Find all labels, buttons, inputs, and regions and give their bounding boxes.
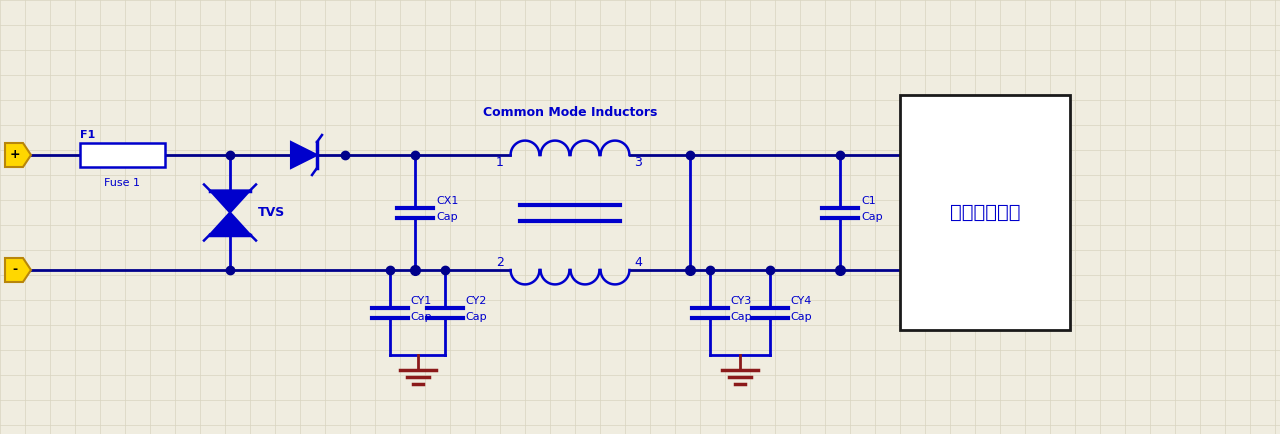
Polygon shape (210, 213, 250, 234)
Text: Cap: Cap (436, 211, 458, 221)
Text: 受保护的电路: 受保护的电路 (950, 203, 1020, 222)
Text: CY2: CY2 (465, 296, 486, 306)
Text: +: + (10, 148, 20, 161)
Text: CY4: CY4 (790, 296, 812, 306)
Polygon shape (5, 143, 31, 167)
Text: CY1: CY1 (410, 296, 431, 306)
Polygon shape (210, 191, 250, 213)
Text: 2: 2 (497, 256, 504, 269)
Text: 4: 4 (634, 256, 641, 269)
Text: Cap: Cap (465, 312, 486, 322)
Text: CX1: CX1 (436, 195, 458, 206)
Text: Common Mode Inductors: Common Mode Inductors (483, 106, 657, 119)
Text: F1: F1 (79, 130, 95, 140)
Text: TVS: TVS (259, 206, 285, 219)
Text: Cap: Cap (790, 312, 812, 322)
Text: C1: C1 (861, 195, 876, 206)
Text: Cap: Cap (730, 312, 751, 322)
Polygon shape (5, 258, 31, 282)
Text: Cap: Cap (861, 211, 883, 221)
Text: 1: 1 (497, 157, 504, 170)
Text: -: - (13, 263, 18, 276)
FancyBboxPatch shape (900, 95, 1070, 330)
Text: Cap: Cap (410, 312, 431, 322)
Text: Fuse 1: Fuse 1 (105, 178, 141, 188)
Polygon shape (291, 142, 317, 168)
Text: CY3: CY3 (730, 296, 751, 306)
Text: 3: 3 (634, 157, 641, 170)
FancyBboxPatch shape (79, 143, 165, 167)
